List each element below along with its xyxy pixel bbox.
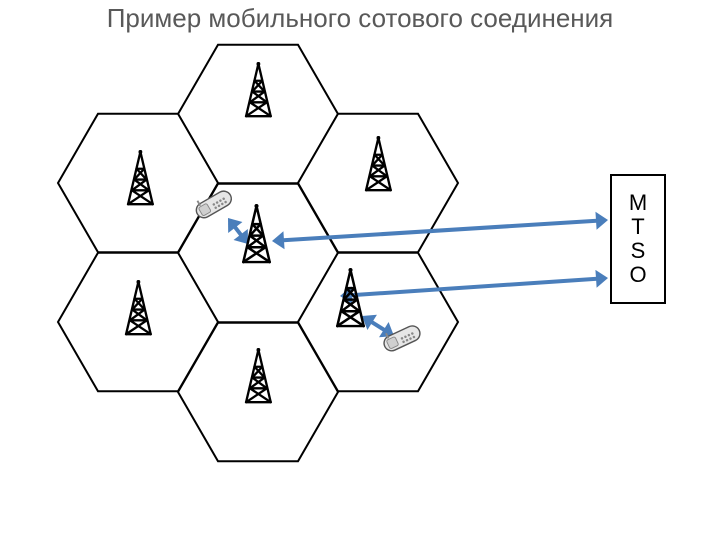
phone-icon: [189, 182, 238, 226]
phone-icon: [377, 317, 426, 359]
mtso-box: MTSO: [610, 174, 666, 304]
cell-tower-lower-left: [123, 280, 154, 341]
tower-icon: [125, 150, 156, 206]
mtso-letter-3: O: [629, 263, 646, 287]
cell-tower-lower-right: [334, 268, 367, 333]
diagram-stage: Пример мобильного сотового соединения: [0, 0, 720, 540]
tower-icon: [240, 204, 273, 264]
tower-icon: [334, 268, 367, 328]
tower-icon: [243, 348, 274, 404]
mtso-letter-2: S: [631, 239, 646, 263]
cell-tower-center: [240, 204, 273, 269]
cell-tower-upper-right: [363, 136, 394, 197]
phone-lower: [377, 317, 428, 363]
mtso-letter-0: M: [629, 191, 647, 215]
cell-tower-bottom: [243, 348, 274, 409]
cell-tower-top: [243, 62, 274, 123]
phone-center: [189, 182, 241, 230]
tower-icon: [363, 136, 394, 192]
tower-icon: [123, 280, 154, 336]
mtso-letter-1: T: [631, 215, 644, 239]
cell-tower-upper-left: [125, 150, 156, 211]
tower-icon: [243, 62, 274, 118]
